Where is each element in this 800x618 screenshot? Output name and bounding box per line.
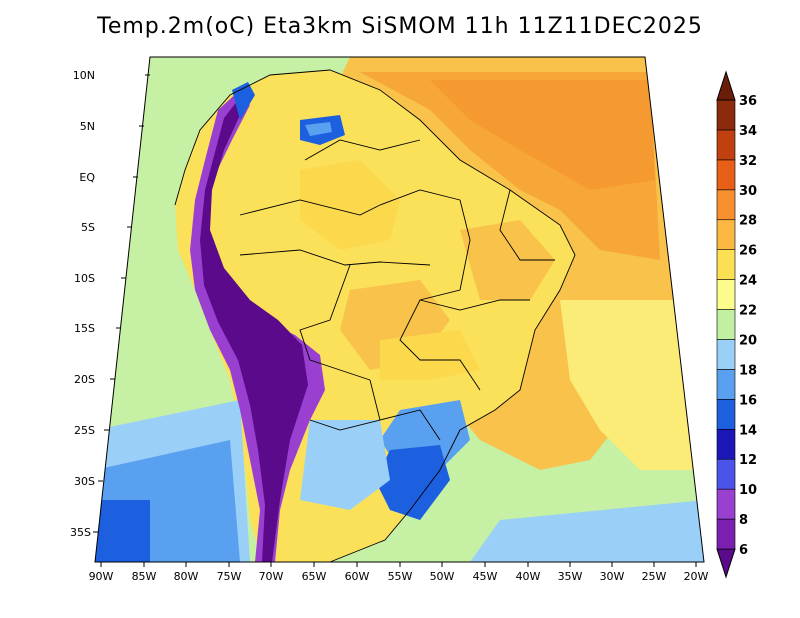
longitude-axis: 90W 85W 80W 75W 70W 65W 60W 55W 50W 45W … — [89, 562, 709, 583]
latitude-axis: 10N 5N EQ 5S 10S 15S 20S 25S 30S 35S — [70, 69, 150, 539]
colorbar-max-arrow — [716, 70, 736, 101]
lat-label: 20S — [74, 373, 95, 386]
lat-label: 25S — [74, 424, 95, 437]
colorbar-segment — [716, 219, 736, 250]
country-borders — [174, 69, 576, 563]
lat-label: 10S — [74, 272, 95, 285]
colorbar-segment — [716, 369, 736, 400]
lat-label: 10N — [73, 69, 95, 82]
lon-label: 50W — [430, 570, 455, 583]
lon-label: 80W — [174, 570, 199, 583]
map-frame — [94, 56, 705, 563]
lon-label: 45W — [473, 570, 498, 583]
colorbar-label: 22 — [739, 304, 757, 319]
colorbar-segment — [716, 399, 736, 430]
colorbar-label: 12 — [739, 453, 757, 468]
lat-label: EQ — [79, 171, 95, 184]
colorbar-segment — [716, 339, 736, 370]
lon-label: 60W — [345, 570, 370, 583]
colorbar-segment — [716, 518, 736, 550]
temperature-field — [95, 57, 704, 562]
lon-label: 90W — [89, 570, 114, 583]
colorbar-min-arrow — [716, 548, 736, 579]
colorbar: 6 8 10 12 14 16 18 20 22 24 26 28 30 32 34 36 — [716, 70, 757, 579]
colorbar-label: 32 — [739, 154, 757, 169]
colorbar-segment — [716, 99, 736, 131]
colorbar-label: 10 — [739, 483, 757, 498]
lon-label: 85W — [132, 570, 157, 583]
colorbar-label: 36 — [739, 94, 757, 109]
lon-label: 40W — [516, 570, 541, 583]
lat-label: 15S — [74, 322, 95, 335]
colorbar-segment — [716, 249, 736, 280]
colorbar-label: 16 — [739, 393, 757, 408]
colorbar-segment — [716, 428, 736, 460]
colorbar-label: 24 — [739, 274, 757, 289]
lon-label: 30W — [600, 570, 625, 583]
colorbar-label: 34 — [739, 124, 757, 139]
colorbar-label: 26 — [739, 244, 757, 259]
lon-label: 55W — [388, 570, 413, 583]
colorbar-segment — [716, 309, 736, 340]
lat-label: 5S — [81, 221, 95, 234]
lat-label: 35S — [70, 526, 91, 539]
lat-label: 30S — [74, 475, 95, 488]
lon-label: 35W — [558, 570, 583, 583]
colorbar-label: 18 — [739, 363, 757, 378]
colorbar-segment — [716, 488, 736, 520]
lon-label: 70W — [259, 570, 284, 583]
map-title: Temp.2m(oC) Eta3km SiSMOM 11h 11Z11DEC20… — [97, 14, 703, 39]
colorbar-segment — [716, 189, 736, 221]
colorbar-segment — [716, 458, 736, 490]
colorbar-segment — [716, 129, 736, 161]
colorbar-segment — [716, 279, 736, 310]
lat-label: 5N — [80, 120, 95, 133]
colorbar-label: 30 — [739, 184, 757, 199]
colorbar-label: 28 — [739, 214, 757, 229]
lon-label: 75W — [217, 570, 242, 583]
colorbar-label: 8 — [739, 513, 748, 528]
lon-label: 20W — [684, 570, 709, 583]
colorbar-segment — [716, 159, 736, 191]
colorbar-label: 20 — [739, 333, 757, 348]
lon-label: 25W — [642, 570, 667, 583]
colorbar-label: 6 — [739, 543, 748, 558]
colorbar-label: 14 — [739, 423, 757, 438]
lon-label: 65W — [302, 570, 327, 583]
